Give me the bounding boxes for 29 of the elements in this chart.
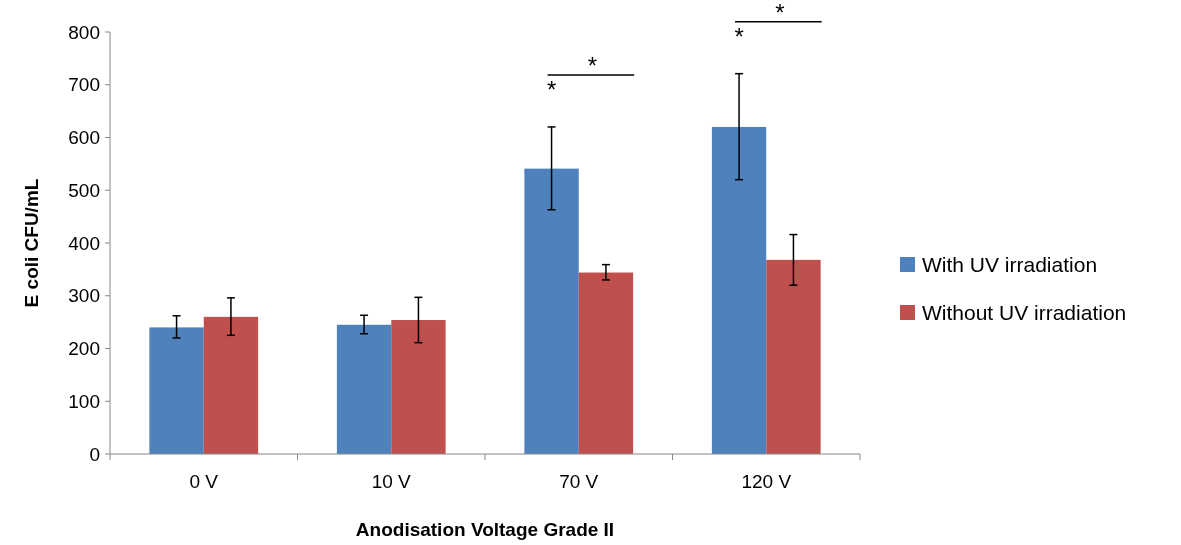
bar xyxy=(336,324,392,454)
annotation: * xyxy=(734,22,744,50)
bar xyxy=(203,316,259,454)
x-tick-label: 10 V xyxy=(371,471,412,492)
annotation: * xyxy=(546,75,557,103)
bar xyxy=(524,168,579,454)
y-tick-label: 700 xyxy=(68,74,100,96)
bar xyxy=(711,126,767,454)
legend-label: Without UV irradiation xyxy=(922,301,1127,325)
annotation: * xyxy=(587,51,598,79)
y-tick-label: 500 xyxy=(68,179,100,201)
y-axis-title: E coli CFU/mL xyxy=(21,178,42,308)
text: * xyxy=(775,0,785,26)
y-tick-label: 600 xyxy=(68,127,100,149)
y-tick-label: 100 xyxy=(68,390,100,412)
x-axis-title: Anodisation Voltage Grade II xyxy=(355,519,615,540)
y-tick-label: 400 xyxy=(68,232,100,254)
y-tick-label: 0 xyxy=(89,443,100,465)
y-tick-label: 300 xyxy=(68,285,100,307)
bar xyxy=(149,327,204,454)
bar xyxy=(766,259,821,454)
y-tick-label: 200 xyxy=(68,338,100,360)
x-tick-label: 70 V xyxy=(559,471,599,492)
legend-label: With UV irradiation xyxy=(922,253,1098,277)
x-tick-label: 0 V xyxy=(189,471,219,492)
y-tick-label: 800 xyxy=(68,21,100,43)
x-tick-label: 120 V xyxy=(741,471,792,492)
bar xyxy=(578,272,634,454)
bar xyxy=(391,320,446,454)
